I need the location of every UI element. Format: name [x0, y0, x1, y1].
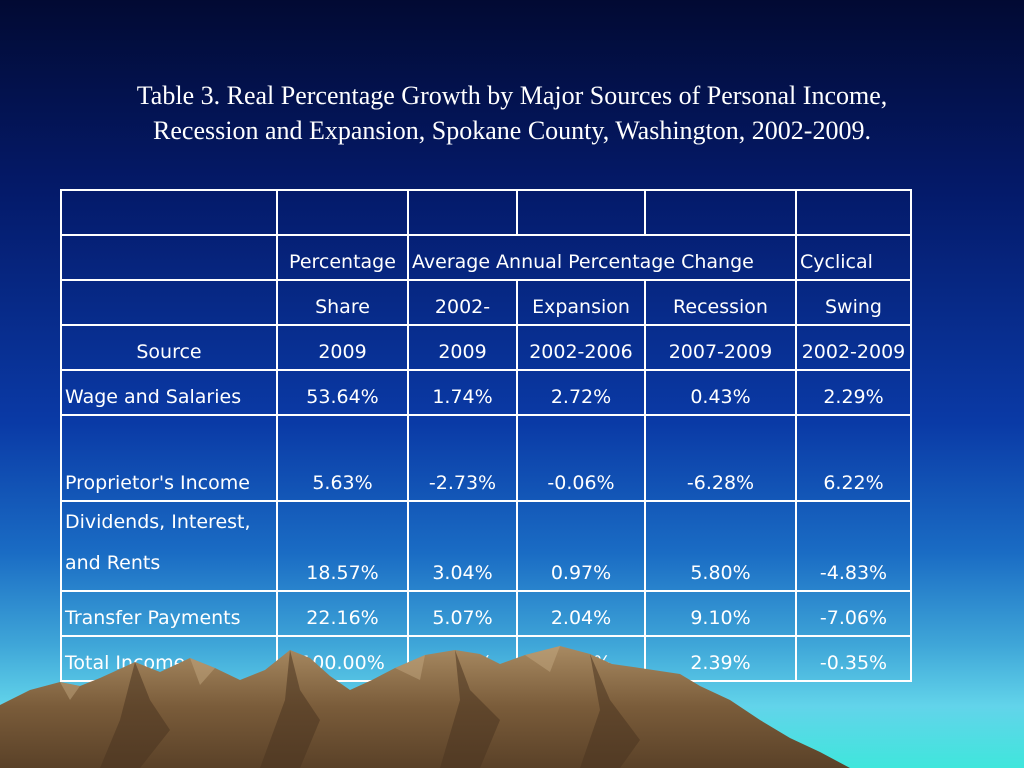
row-avg: -2.73%: [407, 414, 518, 502]
table-row: Total Income 100.00% 2.19% 2.04% 2.39% -…: [60, 635, 912, 682]
row-avg: 2.19%: [407, 635, 518, 682]
row-recession: 9.10%: [644, 590, 797, 637]
header-swing: Swing: [795, 279, 912, 326]
header-cell: [516, 189, 646, 236]
header-cyclical: Cyclical: [795, 234, 912, 281]
row-swing: 6.22%: [795, 414, 912, 502]
row-swing: -4.83%: [795, 500, 912, 592]
slide-title: Table 3. Real Percentage Growth by Major…: [40, 78, 984, 148]
header-period-end: 2009: [407, 324, 518, 371]
row-recession: 2.39%: [644, 635, 797, 682]
table-row: Wage and Salaries 53.64% 1.74% 2.72% 0.4…: [60, 369, 912, 416]
row-recession: -6.28%: [644, 414, 797, 502]
row-expansion: 2.72%: [516, 369, 646, 416]
header-row-blank: [60, 189, 912, 236]
header-cell: [60, 189, 278, 236]
header-cell: [407, 189, 518, 236]
header-expansion-years: 2002-2006: [516, 324, 646, 371]
header-row-2: Percentage Average Annual Percentage Cha…: [60, 234, 912, 281]
table-row: Transfer Payments 22.16% 5.07% 2.04% 9.1…: [60, 590, 912, 637]
header-period: 2002-: [407, 279, 518, 326]
row-source: Total Income: [60, 635, 278, 682]
row-recession: 5.80%: [644, 500, 797, 592]
row-expansion: 2.04%: [516, 590, 646, 637]
row-share: 22.16%: [276, 590, 409, 637]
row-source: Dividends, Interest, and Rents: [60, 500, 278, 592]
header-swing-years: 2002-2009: [795, 324, 912, 371]
row-swing: 2.29%: [795, 369, 912, 416]
row-source: Wage and Salaries: [60, 369, 278, 416]
table-row: Dividends, Interest, and Rents 18.57% 3.…: [60, 500, 912, 592]
header-cell: [276, 189, 409, 236]
header-expansion: Expansion: [516, 279, 646, 326]
title-line-1: Table 3. Real Percentage Growth by Major…: [136, 81, 888, 110]
row-avg: 3.04%: [407, 500, 518, 592]
row-source: Proprietor's Income: [60, 414, 278, 502]
header-cell: [60, 234, 278, 281]
row-share: 18.57%: [276, 500, 409, 592]
row-expansion: 0.97%: [516, 500, 646, 592]
row-source: Transfer Payments: [60, 590, 278, 637]
header-cell: [60, 279, 278, 326]
row-recession: 0.43%: [644, 369, 797, 416]
table-row: Proprietor's Income 5.63% -2.73% -0.06% …: [60, 414, 912, 502]
row-expansion: 2.04%: [516, 635, 646, 682]
header-recession: Recession: [644, 279, 797, 326]
header-cell: [795, 189, 912, 236]
row-source-line-2: and Rents: [65, 552, 161, 574]
header-row-3: Share 2002- Expansion Recession Swing: [60, 279, 912, 326]
header-percentage: Percentage: [276, 234, 409, 281]
row-share: 53.64%: [276, 369, 409, 416]
header-share-year: 2009: [276, 324, 409, 371]
header-cell: [644, 189, 797, 236]
income-growth-table: Percentage Average Annual Percentage Cha…: [60, 189, 912, 682]
row-avg: 5.07%: [407, 590, 518, 637]
row-share: 100.00%: [276, 635, 409, 682]
row-source-line-1: Dividends, Interest,: [65, 511, 251, 533]
row-swing: -0.35%: [795, 635, 912, 682]
header-row-4: Source 2009 2009 2002-2006 2007-2009 200…: [60, 324, 912, 371]
row-avg: 1.74%: [407, 369, 518, 416]
row-expansion: -0.06%: [516, 414, 646, 502]
header-recession-years: 2007-2009: [644, 324, 797, 371]
header-share: Share: [276, 279, 409, 326]
header-source: Source: [60, 324, 278, 371]
row-share: 5.63%: [276, 414, 409, 502]
row-swing: -7.06%: [795, 590, 912, 637]
header-average-annual-change: Average Annual Percentage Change: [407, 234, 797, 281]
title-line-2: Recession and Expansion, Spokane County,…: [153, 116, 871, 145]
